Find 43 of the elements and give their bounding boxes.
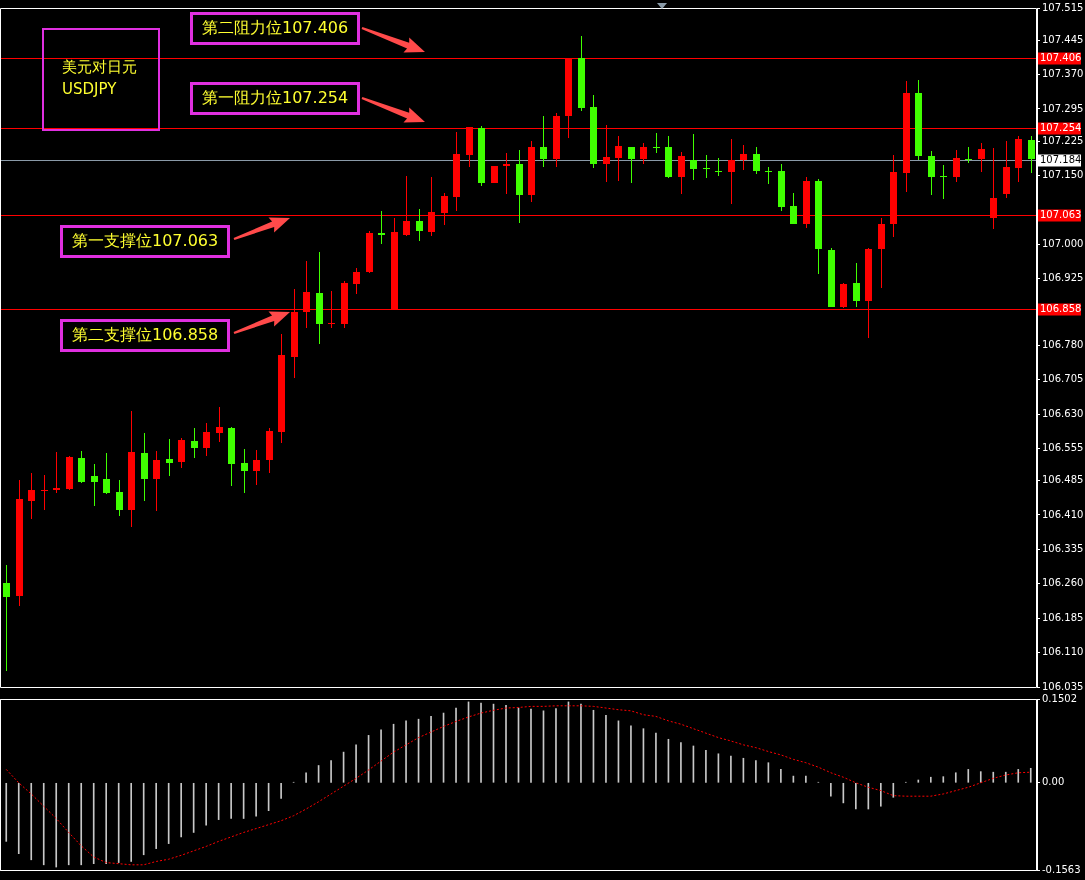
ref-line-label: 107.184 — [1040, 154, 1082, 166]
y-tick-label: 106.780 — [1042, 338, 1084, 350]
y-tick-label: 0.00 — [1042, 776, 1065, 788]
annotation: 第二支撑位106.858 — [60, 319, 231, 353]
ref-line-label: 107.254 — [1040, 122, 1082, 134]
text: USDJPY — [62, 79, 118, 100]
text: 美元对日元 — [62, 57, 138, 78]
candlestick — [715, 158, 722, 176]
candlestick — [503, 153, 510, 194]
y-tick-label: 106.555 — [1042, 442, 1084, 454]
annotation: 第一支撑位107.063 — [60, 225, 231, 259]
candlestick — [41, 475, 48, 510]
ref-line-label: 107.406 — [1040, 52, 1082, 64]
ref-line-label: 106.858 — [1040, 303, 1082, 315]
candlestick — [703, 155, 710, 178]
candlestick — [53, 452, 60, 493]
y-tick-label: 106.035 — [1042, 680, 1084, 692]
candlestick — [965, 147, 972, 163]
annotation: 第二阻力位107.406 — [190, 12, 361, 45]
candlestick — [940, 165, 947, 199]
y-tick-label: 107.445 — [1042, 33, 1084, 45]
y-tick-label: 106.185 — [1042, 611, 1084, 623]
y-tick-label: 106.925 — [1042, 272, 1084, 284]
y-tick-label: 106.410 — [1042, 508, 1084, 520]
candlestick — [653, 133, 660, 153]
candlestick — [765, 167, 772, 184]
y-tick-label: 106.485 — [1042, 474, 1084, 486]
ref-line-label: 107.063 — [1040, 209, 1082, 221]
y-tick-label: -0.1563 — [1042, 863, 1081, 875]
candlestick — [378, 211, 385, 244]
y-tick-label: 107.000 — [1042, 237, 1084, 249]
y-tick-label: 106.260 — [1042, 577, 1084, 589]
y-tick-label: 107.225 — [1042, 134, 1084, 146]
y-tick-label: 106.630 — [1042, 407, 1084, 419]
y-tick-label: 107.515 — [1042, 1, 1084, 13]
y-tick-label: 106.705 — [1042, 373, 1084, 385]
y-tick-label: 107.150 — [1042, 169, 1084, 181]
y-tick-label: 107.295 — [1042, 102, 1084, 114]
y-tick-label: 107.370 — [1042, 68, 1084, 80]
y-tick-label: 106.335 — [1042, 542, 1084, 554]
y-tick-label: 0.1502 — [1042, 692, 1077, 704]
y-tick-label: 106.110 — [1042, 646, 1084, 658]
annotation: 第一阻力位107.254 — [190, 81, 361, 115]
